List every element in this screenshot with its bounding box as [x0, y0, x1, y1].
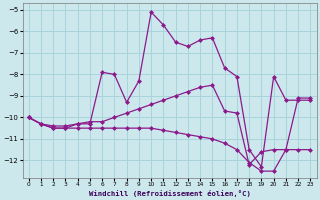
X-axis label: Windchill (Refroidissement éolien,°C): Windchill (Refroidissement éolien,°C) [89, 190, 251, 197]
